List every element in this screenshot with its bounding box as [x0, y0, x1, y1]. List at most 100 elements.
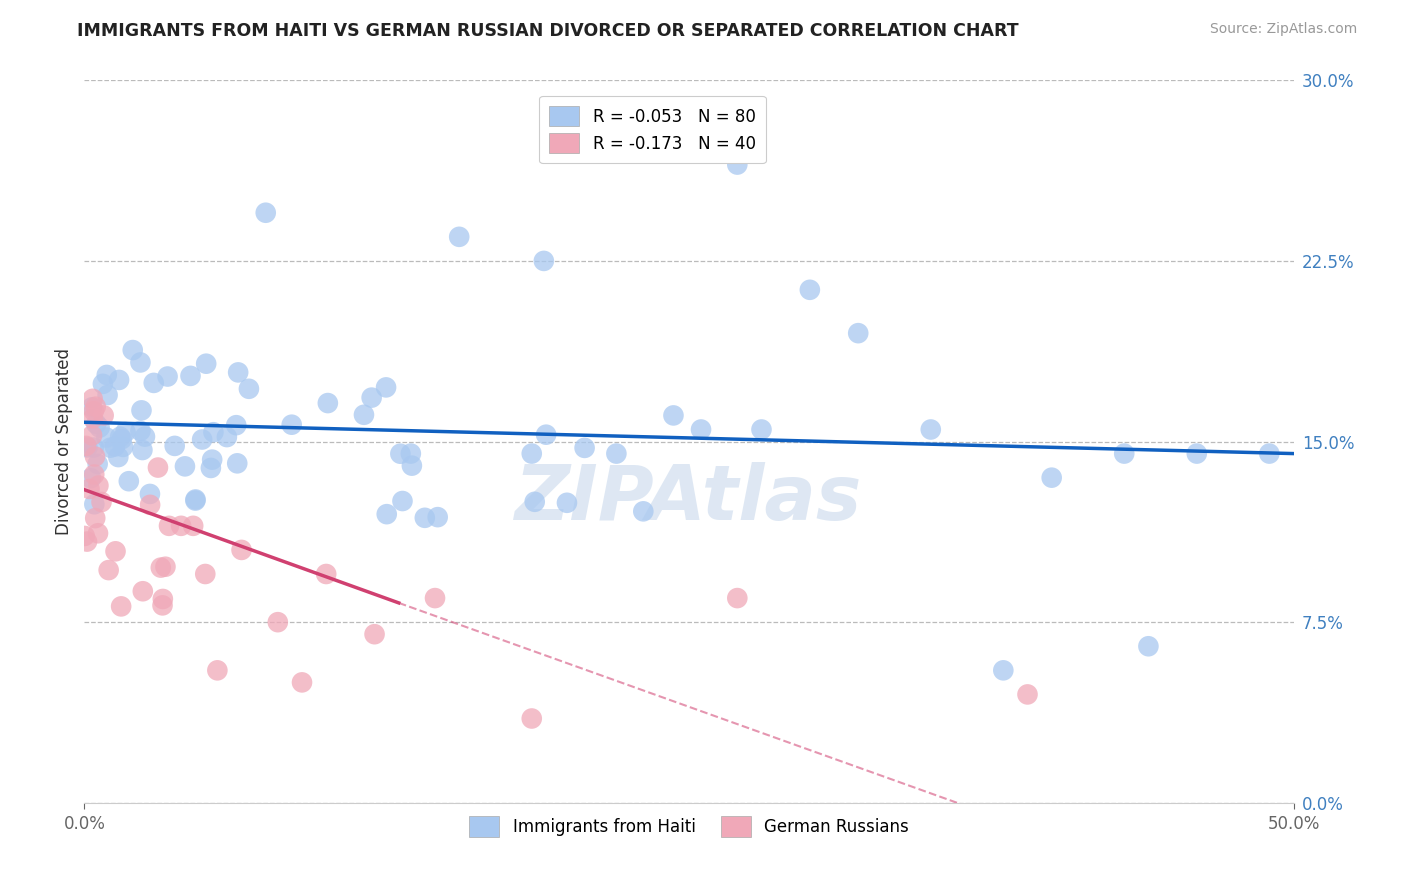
Point — [111, 440, 134, 454]
Point — [97, 388, 120, 402]
Text: IMMIGRANTS FROM HAITI VS GERMAN RUSSIAN DIVORCED OR SEPARATED CORRELATION CHART: IMMIGRANTS FROM HAITI VS GERMAN RUSSIAN … — [77, 22, 1019, 40]
Point — [200, 461, 222, 475]
Point — [129, 355, 152, 369]
Point — [605, 446, 627, 460]
Point — [96, 430, 118, 444]
Point — [139, 487, 162, 501]
Point — [226, 365, 249, 379]
Point — [520, 446, 543, 460]
Point — [111, 432, 134, 446]
Point — [83, 467, 105, 482]
Point — [131, 443, 153, 458]
Point — [1017, 687, 1039, 701]
Point — [426, 510, 449, 524]
Point — [174, 459, 197, 474]
Point — [104, 440, 127, 454]
Point — [121, 343, 143, 357]
Point — [149, 560, 172, 574]
Point — [533, 253, 555, 268]
Point — [316, 396, 339, 410]
Point — [1137, 639, 1160, 653]
Point — [184, 492, 207, 507]
Point — [108, 373, 131, 387]
Point — [238, 382, 260, 396]
Y-axis label: Divorced or Separated: Divorced or Separated — [55, 348, 73, 535]
Point — [280, 417, 302, 432]
Point — [84, 511, 107, 525]
Point — [80, 401, 103, 415]
Point — [83, 404, 105, 418]
Point — [195, 357, 218, 371]
Text: Source: ZipAtlas.com: Source: ZipAtlas.com — [1209, 22, 1357, 37]
Point — [89, 420, 111, 434]
Point — [110, 599, 132, 614]
Point — [920, 422, 942, 436]
Point — [83, 441, 105, 455]
Point — [118, 474, 141, 488]
Point — [157, 518, 180, 533]
Point — [139, 498, 162, 512]
Point — [84, 400, 107, 414]
Point — [662, 409, 685, 423]
Point — [152, 599, 174, 613]
Point — [104, 544, 127, 558]
Point — [1040, 470, 1063, 484]
Point — [93, 409, 115, 423]
Point — [423, 591, 446, 605]
Point — [91, 376, 114, 391]
Point — [315, 567, 337, 582]
Point — [574, 441, 596, 455]
Point — [633, 504, 655, 518]
Point — [184, 493, 207, 508]
Point — [391, 494, 413, 508]
Point — [84, 417, 107, 431]
Point — [520, 712, 543, 726]
Point — [401, 458, 423, 473]
Point — [80, 428, 103, 442]
Point — [353, 408, 375, 422]
Point — [993, 664, 1015, 678]
Point — [181, 518, 204, 533]
Point — [725, 591, 748, 605]
Point — [73, 529, 96, 543]
Point — [129, 424, 152, 438]
Point — [80, 471, 103, 485]
Point — [107, 450, 129, 464]
Point — [534, 427, 557, 442]
Point — [215, 430, 238, 444]
Point — [84, 450, 107, 464]
Point — [413, 511, 436, 525]
Point — [231, 542, 253, 557]
Point — [191, 433, 214, 447]
Point — [87, 478, 110, 492]
Point — [267, 615, 290, 630]
Point — [389, 447, 412, 461]
Point — [360, 391, 382, 405]
Point — [1258, 446, 1281, 460]
Point — [375, 380, 398, 394]
Point — [90, 495, 112, 509]
Point — [108, 430, 131, 444]
Legend: Immigrants from Haiti, German Russians: Immigrants from Haiti, German Russians — [461, 808, 917, 845]
Point — [82, 392, 104, 406]
Point — [751, 422, 773, 436]
Point — [152, 591, 174, 606]
Point — [131, 403, 153, 417]
Point — [555, 496, 578, 510]
Point — [100, 441, 122, 455]
Point — [134, 429, 156, 443]
Point — [399, 446, 422, 460]
Point — [690, 422, 713, 436]
Point — [76, 441, 98, 455]
Point — [254, 205, 277, 219]
Point — [179, 368, 201, 383]
Point — [375, 507, 398, 521]
Point — [523, 495, 546, 509]
Point — [226, 456, 249, 470]
Point — [170, 518, 193, 533]
Text: ZIPAtlas: ZIPAtlas — [515, 462, 863, 536]
Point — [163, 439, 186, 453]
Point — [75, 439, 97, 453]
Point — [83, 497, 105, 511]
Point — [291, 675, 314, 690]
